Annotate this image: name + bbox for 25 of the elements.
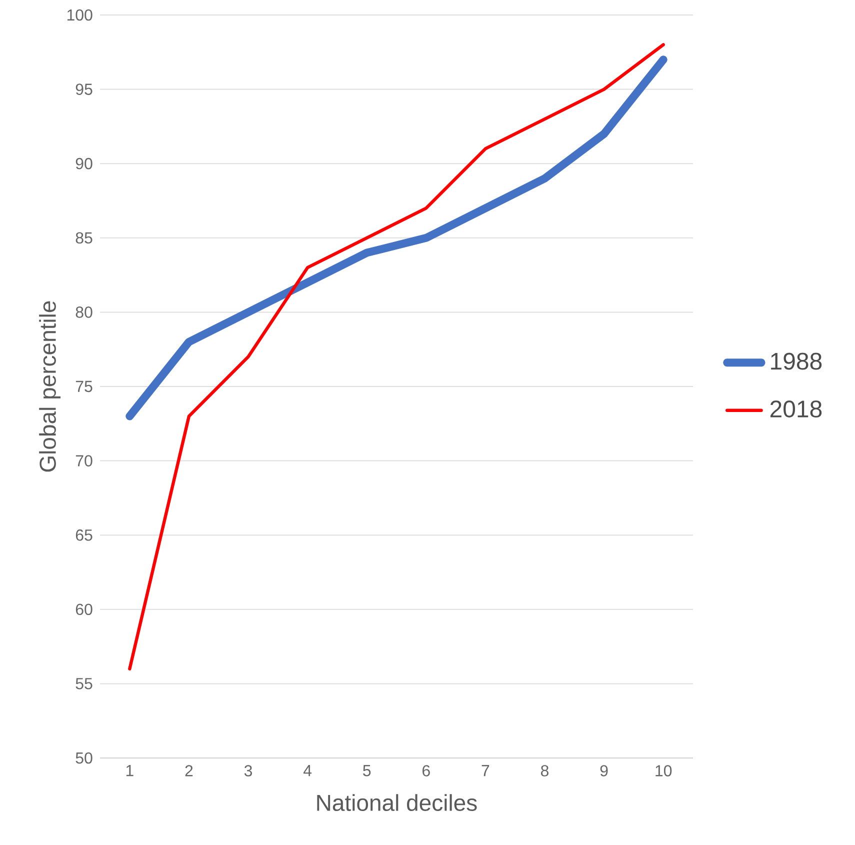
x-tick-label: 5 [363, 765, 371, 776]
y-tick-label: 75 [76, 380, 92, 392]
x-tick-label: 10 [656, 765, 672, 776]
y-tick-label: 80 [76, 306, 92, 318]
x-axis-title: National deciles [317, 794, 477, 812]
y-tick-label: 95 [76, 84, 92, 95]
x-tick-label: 2 [185, 765, 193, 776]
y-tick-label: 85 [76, 232, 92, 244]
x-tick-label: 8 [540, 765, 548, 776]
legend-label: 1988 [771, 352, 822, 370]
y-tick-label: 100 [67, 9, 92, 21]
legend-label: 2018 [770, 400, 822, 418]
y-axis-title: Global percentile [39, 301, 61, 472]
x-tick-label: 3 [244, 765, 252, 776]
x-tick-label: 4 [303, 765, 312, 776]
y-tick-label: 65 [76, 529, 92, 541]
y-tick-label: 55 [76, 678, 92, 690]
y-tick-label: 60 [76, 604, 92, 616]
x-tick-label: 6 [422, 765, 430, 776]
x-tick-label: 1 [126, 765, 134, 776]
y-tick-label: 90 [76, 158, 92, 170]
y-tick-label: 50 [76, 752, 92, 764]
x-tick-label: 9 [600, 765, 608, 776]
x-tick-label: 7 [482, 765, 490, 776]
y-tick-label: 70 [76, 455, 92, 466]
